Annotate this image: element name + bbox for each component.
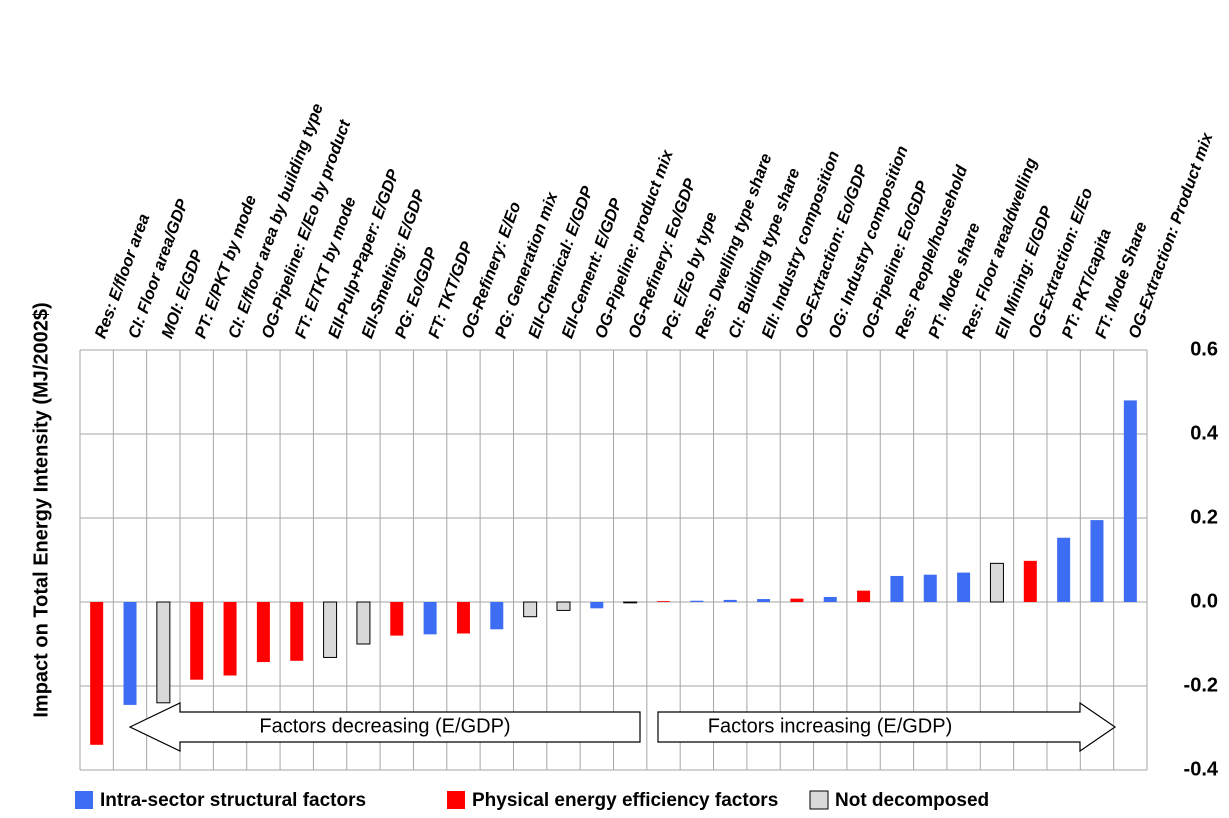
bar: [356, 601, 371, 645]
bar: [1090, 520, 1104, 602]
bar: [423, 602, 437, 635]
bar: [256, 602, 270, 663]
bar: [1023, 560, 1037, 602]
bar: [490, 602, 504, 630]
y-tick-label: -0.2: [1184, 674, 1218, 696]
legend-swatch: [75, 791, 93, 809]
bar: [989, 562, 1004, 603]
bar: [823, 596, 837, 602]
y-tick-label: 0.0: [1190, 590, 1218, 612]
bar: [390, 602, 404, 636]
grid: [79, 349, 1148, 771]
bar: [757, 599, 771, 602]
bar: [523, 601, 538, 618]
bar: [623, 601, 638, 604]
bar: [323, 601, 338, 658]
y-tick-label: -0.4: [1184, 758, 1219, 780]
bar: [723, 599, 737, 602]
bar: [957, 572, 971, 602]
bar: [857, 590, 871, 602]
bar: [1057, 537, 1071, 602]
y-tick-label: 0.2: [1190, 506, 1218, 528]
legend-swatch: [809, 790, 829, 810]
legend-label: Physical energy efficiency factors: [472, 790, 778, 811]
annotation: Factors decreasing (E/GDP): [259, 715, 510, 737]
bar: [223, 602, 237, 676]
bar: [290, 602, 304, 661]
bar: [790, 598, 804, 602]
bar: [456, 602, 470, 634]
legend-label: Intra-sector structural factors: [100, 790, 366, 811]
y-axis-title: Impact on Total Energy Intensity (MJ/200…: [30, 302, 52, 717]
bars: [90, 400, 1137, 745]
y-tick-label: 0.4: [1190, 422, 1219, 444]
bar: [890, 575, 904, 602]
legend-swatch: [447, 791, 465, 809]
bar: [156, 601, 171, 704]
y-tick-label: 0.6: [1190, 338, 1218, 360]
bar: [123, 602, 137, 705]
bar: [657, 601, 671, 602]
bar: [923, 574, 937, 602]
bar: [590, 602, 604, 609]
bar: [1123, 400, 1137, 602]
bar: [690, 600, 704, 602]
bar: [90, 602, 104, 745]
arrow-left: [128, 702, 641, 752]
bar: [556, 601, 571, 611]
arrow-right: [657, 701, 1117, 753]
bar: [190, 602, 204, 680]
legend-label: Not decomposed: [835, 790, 989, 811]
annotation: Factors increasing (E/GDP): [708, 715, 953, 737]
